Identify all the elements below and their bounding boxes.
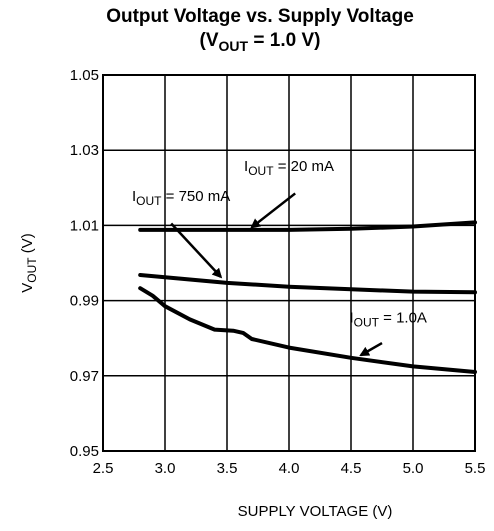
series-label-sub: OUT — [354, 315, 380, 329]
series-label-0: IOUT = 20 mA — [244, 158, 334, 178]
arrow-layer — [170, 192, 383, 357]
y-axis-label: VOUT (V) — [19, 233, 39, 293]
series-line-1 — [138, 273, 477, 295]
series-label-suffix: = 20 mA — [274, 158, 334, 175]
series-label-2: IOUT = 1.0A — [349, 309, 426, 329]
series-line-0 — [138, 220, 477, 232]
chart-title-prefix: (V — [200, 30, 219, 51]
y-tick-label: 0.99 — [70, 293, 99, 310]
annotation-arrow-1 — [170, 222, 223, 279]
y-tick-label: 1.05 — [70, 67, 99, 84]
series-label-suffix: = 750 mA — [161, 188, 230, 205]
y-axis-label-suffix: (V) — [19, 233, 36, 257]
y-axis-label-main: V — [19, 283, 36, 293]
series-label-sub: OUT — [136, 194, 162, 208]
chart-title-line-1: Output Voltage vs. Supply Voltage — [106, 6, 414, 27]
annotation-arrow-2 — [359, 342, 383, 357]
series-label-suffix: = 1.0A — [379, 309, 427, 326]
grid-layer — [103, 75, 475, 451]
y-tick-label: 1.01 — [70, 217, 99, 234]
series-label-main: I — [244, 158, 248, 175]
y-tick-label: 1.03 — [70, 142, 99, 159]
series-layer — [138, 220, 477, 374]
x-tick-label: 3.0 — [155, 460, 176, 477]
plot-frame — [102, 74, 476, 452]
chart-title-line-2: (VOUT = 1.0 V) — [200, 30, 321, 54]
x-axis-label: SUPPLY VOLTAGE (V) — [238, 503, 393, 520]
x-tick-label: 2.5 — [93, 460, 114, 477]
y-axis-label-sub: OUT — [25, 257, 39, 283]
x-tick-label: 3.5 — [217, 460, 238, 477]
chart-title-suffix: = 1.0 V) — [248, 30, 320, 51]
series-label-sub: OUT — [248, 164, 274, 178]
x-tick-label: 4.0 — [279, 460, 300, 477]
chart-title-sub: OUT — [219, 38, 249, 54]
series-label-1: IOUT = 750 mA — [132, 188, 230, 208]
annotation-arrow-0 — [250, 192, 296, 229]
x-tick-label: 4.5 — [341, 460, 362, 477]
y-tick-label: 0.97 — [70, 368, 99, 385]
tick-layer: 0.95 0.97 0.99 1.01 1.03 1.05 2.5 3.0 3.5 4.0 4.5 5… — [70, 67, 486, 477]
series-label-main: I — [349, 309, 353, 326]
series-line-2 — [138, 286, 477, 374]
series-label-main: I — [132, 188, 136, 205]
x-tick-label: 5.0 — [403, 460, 424, 477]
x-tick-label: 5.5 — [465, 460, 486, 477]
y-tick-label: 0.95 — [70, 443, 99, 460]
